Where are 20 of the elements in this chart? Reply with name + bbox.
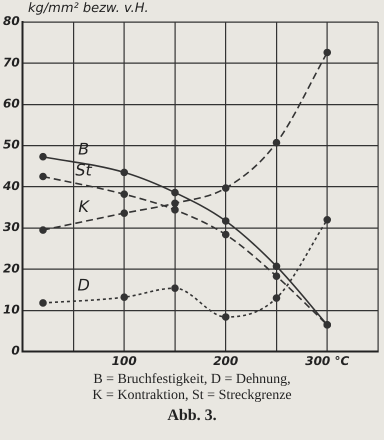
x-tick-label: 100: [112, 354, 137, 368]
y-tick-label: 70: [2, 55, 20, 70]
series-label: D: [77, 275, 90, 294]
x-tick-label: 300 °C: [305, 354, 350, 368]
y-tick-label: 20: [2, 261, 20, 276]
y-tick-label: 60: [2, 96, 20, 111]
y-tick-label: 30: [2, 220, 20, 234]
text: B = Bruchfestigkeit, D = Dehnung,: [92, 372, 292, 388]
text: Abb. 3.: [166, 407, 218, 425]
series-label: K: [78, 196, 90, 216]
y-tick-label: 50: [2, 138, 20, 152]
y-tick-label: 40: [2, 178, 20, 193]
text: K = Kontraktion, St = Streckgrenze: [91, 388, 293, 404]
y-axis-title: kg/mm² bezw. v.H.: [28, 0, 149, 16]
x-tick-label: 200: [213, 354, 238, 368]
y-tick-label: 80: [2, 14, 20, 28]
y-tick-label: 10: [2, 302, 20, 317]
series-label: St: [75, 160, 93, 180]
series-label: B: [78, 140, 90, 159]
y-tick-label: 0: [11, 344, 20, 358]
